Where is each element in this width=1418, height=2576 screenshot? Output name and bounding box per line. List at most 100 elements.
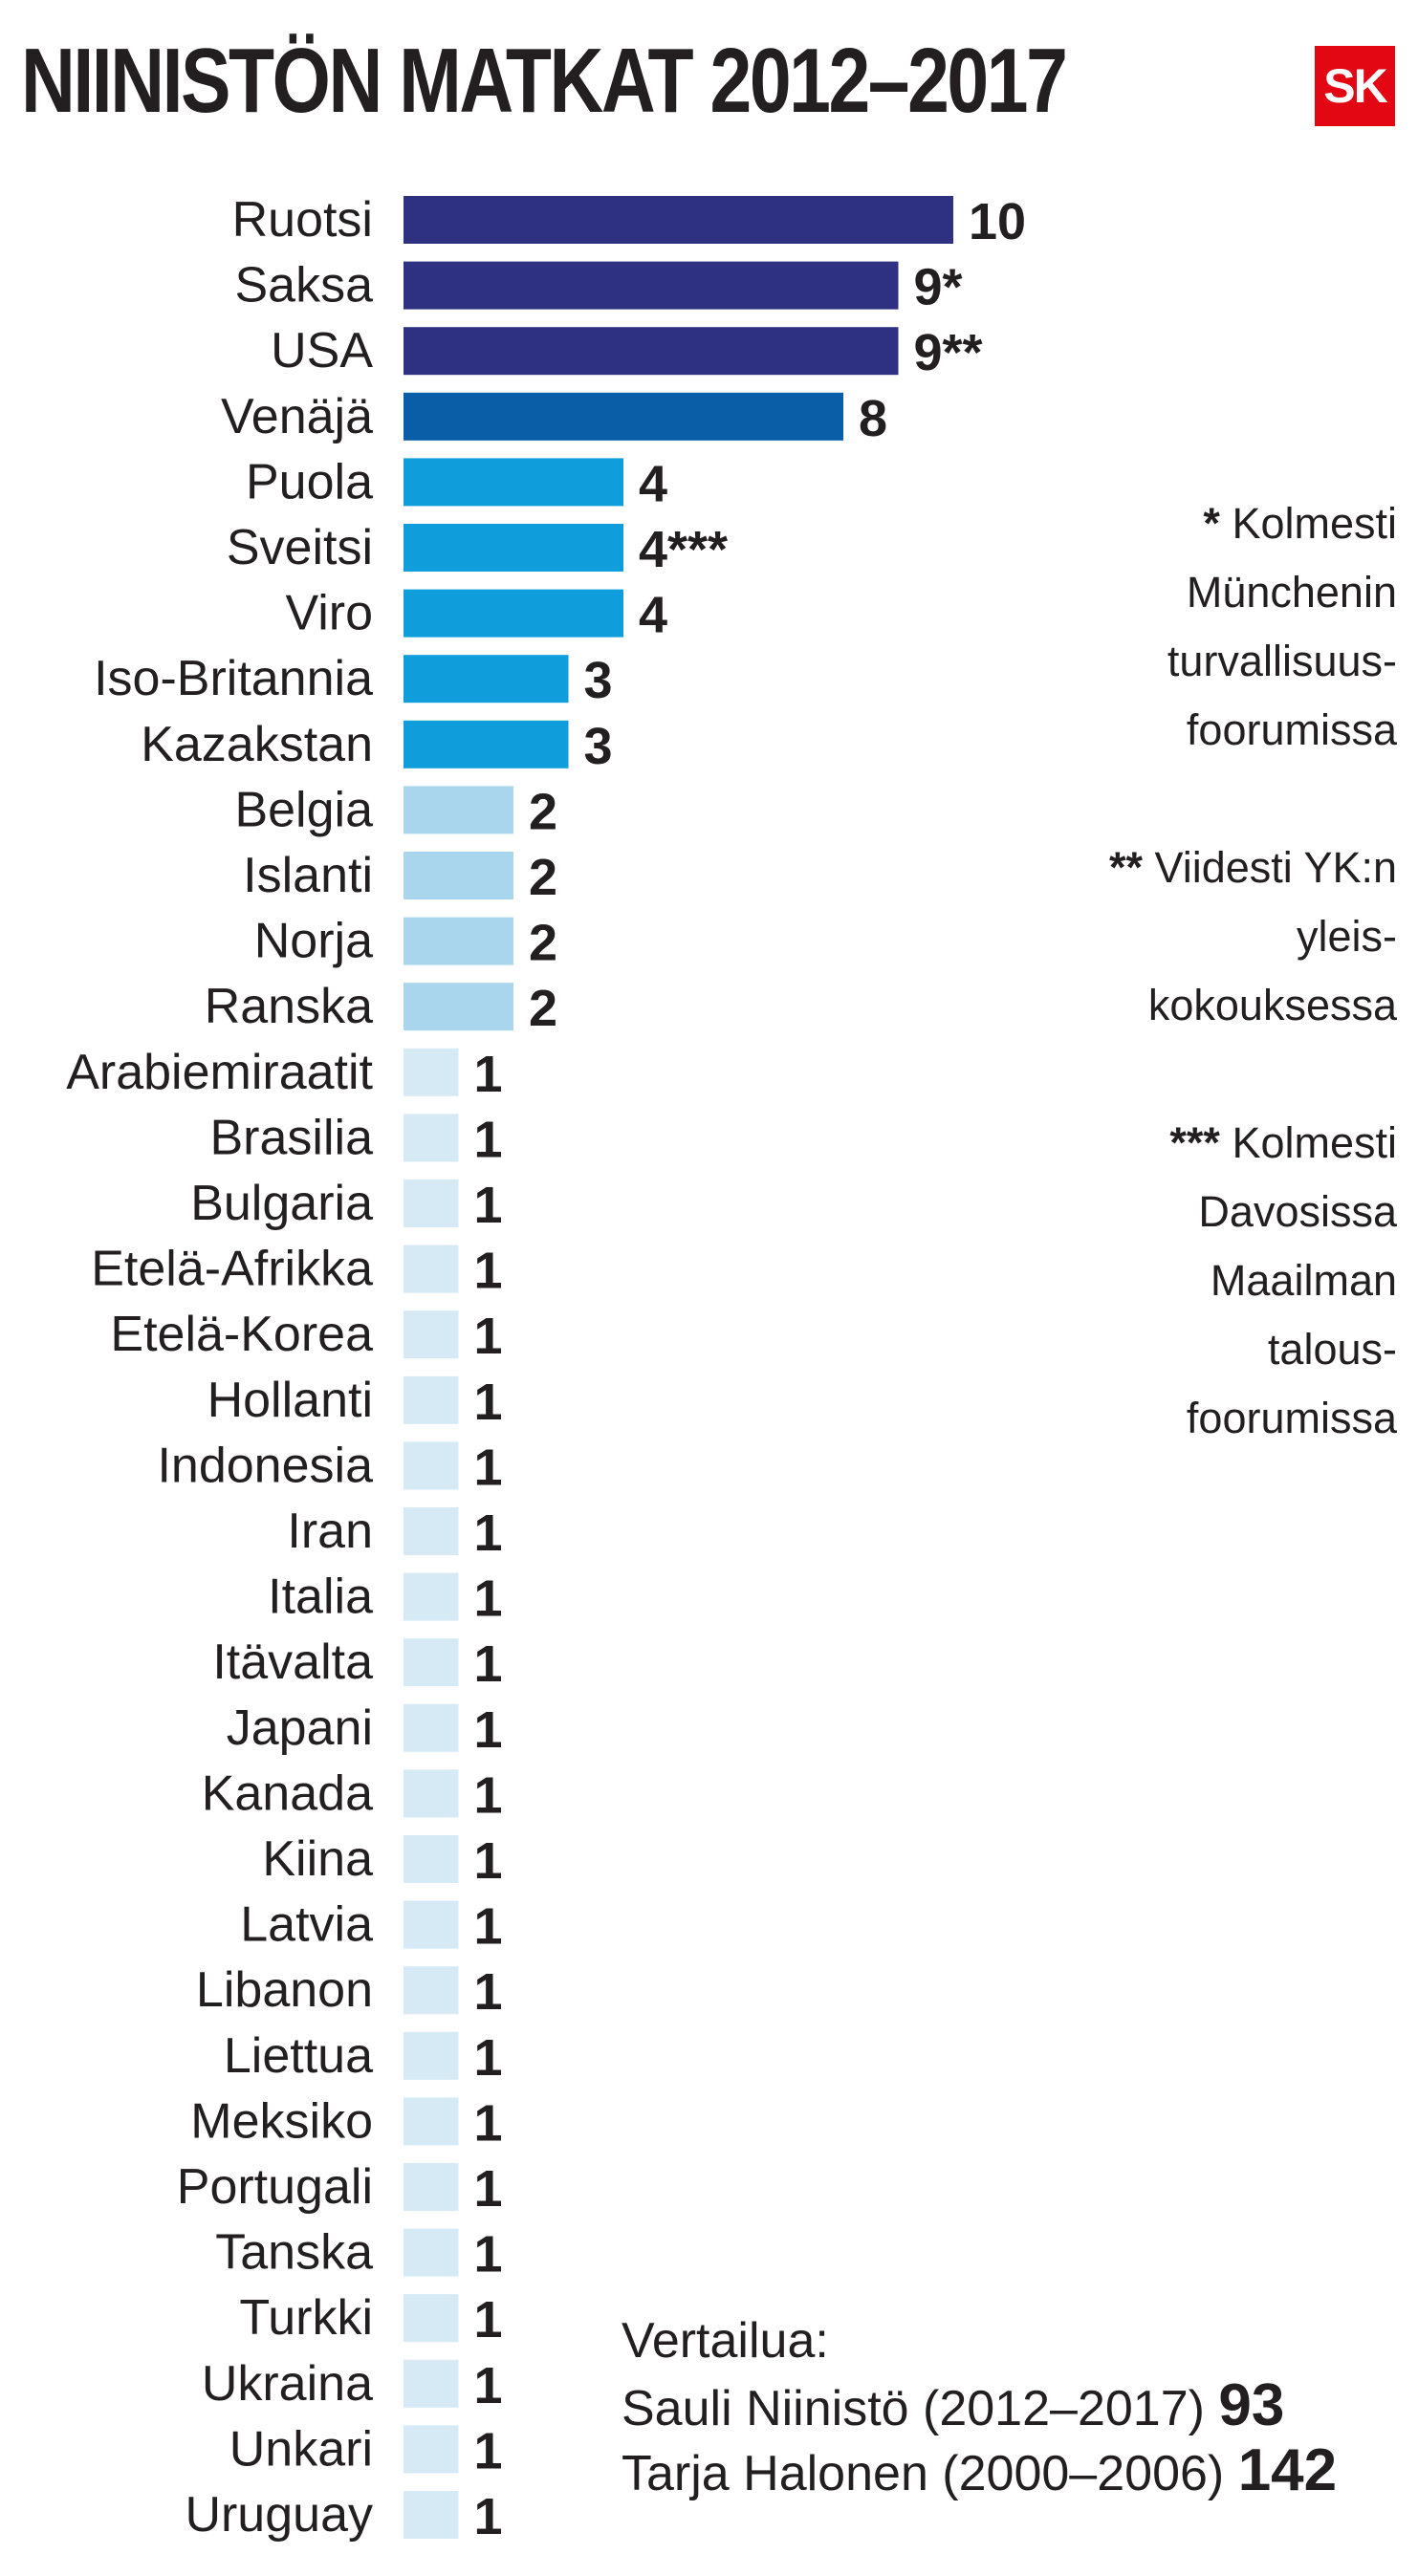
bar-ukraina — [404, 2359, 459, 2408]
chart-title: NIINISTÖN MATKAT 2012–2017 — [21, 30, 1068, 132]
bar-unkari — [404, 2425, 459, 2474]
bar-iran — [404, 1507, 459, 1555]
comparison-label-halonen: Tarja Halonen (2000–2006) — [622, 2446, 1225, 2501]
value-label-hollanti: 1 — [474, 1374, 503, 1431]
value-label-saksa: 9* — [914, 259, 963, 316]
comparison-label-niinisto: Sauli Niinistö (2012–2017) — [622, 2381, 1205, 2436]
category-label-tanska: Tanska — [215, 2225, 373, 2281]
value-label-itavalta: 1 — [474, 1635, 503, 1693]
category-label-bulgaria: Bulgaria — [190, 1176, 373, 1231]
category-label-japani: Japani — [227, 1700, 373, 1756]
category-label-kiina: Kiina — [262, 1831, 373, 1887]
comparison-value-niinisto: 93 — [1218, 2372, 1285, 2438]
value-label-tanska: 1 — [474, 2226, 503, 2284]
bar-portugali — [404, 2163, 459, 2211]
bar-italia — [404, 1572, 459, 1621]
bar-kazakstan — [404, 720, 569, 768]
bar-belgia — [404, 786, 513, 834]
bar-usa — [404, 327, 899, 376]
bar-etela-afrikka — [404, 1245, 459, 1293]
footnote-2-text: Viidesti YK:n yleis- kokouksessa — [1147, 843, 1397, 1029]
footnote-1-marker: * — [1203, 499, 1220, 548]
value-label-indonesia: 1 — [474, 1439, 503, 1496]
comparison-row-niinisto: Sauli Niinistö (2012–2017) 93 — [622, 2373, 1406, 2438]
bar-saksa — [404, 261, 899, 310]
category-label-hollanti: Hollanti — [207, 1373, 373, 1428]
category-label-libanon: Libanon — [196, 1962, 373, 2018]
category-label-usa: USA — [271, 323, 373, 379]
value-label-kazakstan: 3 — [584, 718, 613, 775]
value-label-iso-britannia: 3 — [584, 652, 613, 709]
bar-venaja — [404, 392, 843, 441]
bar-itavalta — [404, 1638, 459, 1687]
value-label-uruguay: 1 — [474, 2488, 503, 2545]
value-label-ranska: 2 — [529, 980, 557, 1037]
value-label-viro: 4 — [639, 587, 667, 644]
comparison-value-halonen: 142 — [1237, 2437, 1338, 2503]
category-label-brasilia: Brasilia — [210, 1110, 374, 1165]
category-label-ranska: Ranska — [205, 979, 373, 1034]
category-label-islanti: Islanti — [243, 848, 373, 903]
category-label-sveitsi: Sveitsi — [227, 520, 373, 575]
category-label-uruguay: Uruguay — [185, 2487, 373, 2543]
category-label-arabiemiraatit: Arabiemiraatit — [66, 1045, 373, 1100]
comparison-heading: Vertailua: — [622, 2313, 829, 2369]
bar-brasilia — [404, 1114, 459, 1162]
category-label-unkari: Unkari — [229, 2421, 373, 2477]
value-label-ukraina: 1 — [474, 2357, 503, 2414]
value-label-kiina: 1 — [474, 1832, 503, 1890]
category-label-saksa: Saksa — [234, 258, 373, 314]
category-label-kanada: Kanada — [202, 1765, 373, 1821]
value-label-etela-afrikka: 1 — [474, 1243, 503, 1300]
bar-arabiemiraatit — [404, 1048, 459, 1096]
value-label-ruotsi: 10 — [969, 193, 1026, 250]
bar-liettua — [404, 2031, 459, 2080]
category-label-liettua: Liettua — [224, 2028, 373, 2084]
value-label-turkki: 1 — [474, 2291, 503, 2349]
category-label-itavalta: Itävalta — [212, 1634, 373, 1690]
value-label-brasilia: 1 — [474, 1111, 503, 1168]
category-label-etela-afrikka: Etelä-Afrikka — [91, 1242, 373, 1297]
bar-hollanti — [404, 1375, 459, 1424]
category-label-meksiko: Meksiko — [190, 2093, 373, 2149]
bar-puola — [404, 458, 623, 507]
bar-libanon — [404, 1966, 459, 2015]
category-label-italia: Italia — [268, 1569, 373, 1625]
bar-ranska — [404, 983, 513, 1031]
bar-viro — [404, 589, 623, 638]
category-label-puola: Puola — [246, 454, 373, 509]
value-label-libanon: 1 — [474, 1963, 503, 2021]
value-label-kanada: 1 — [474, 1766, 503, 1824]
category-label-ukraina: Ukraina — [202, 2356, 373, 2412]
bar-japani — [404, 1703, 459, 1752]
footnotes: * Kolmesti Münchenin turvallisuus- fooru… — [1091, 489, 1397, 1522]
bar-norja — [404, 917, 513, 965]
bar-etela-korea — [404, 1310, 459, 1359]
comparison-box: Vertailua: Sauli Niinistö (2012–2017) 93… — [622, 2308, 1406, 2503]
value-label-meksiko: 1 — [474, 2094, 503, 2152]
value-label-islanti: 2 — [529, 849, 557, 906]
category-label-iso-britannia: Iso-Britannia — [94, 651, 373, 706]
value-label-latvia: 1 — [474, 1898, 503, 1956]
value-label-sveitsi: 4*** — [639, 521, 728, 578]
footnote-2-marker: ** — [1108, 843, 1143, 892]
footnote-1-text: Kolmesti Münchenin turvallisuus- foorumi… — [1167, 499, 1397, 754]
category-label-norja: Norja — [254, 914, 373, 969]
bar-kanada — [404, 1769, 459, 1818]
value-label-puola: 4 — [639, 455, 667, 512]
bar-latvia — [404, 1900, 459, 1949]
category-label-latvia: Latvia — [240, 1897, 373, 1953]
value-label-iran: 1 — [474, 1504, 503, 1562]
value-label-norja: 2 — [529, 915, 557, 972]
bar-indonesia — [404, 1441, 459, 1490]
bar-meksiko — [404, 2097, 459, 2146]
footnote-2: ** Viidesti YK:n yleis- kokouksessa — [1091, 833, 1397, 1040]
category-label-viro: Viro — [285, 586, 373, 641]
value-label-venaja: 8 — [859, 390, 887, 447]
bar-iso-britannia — [404, 655, 569, 704]
footnote-1: * Kolmesti Münchenin turvallisuus- fooru… — [1091, 489, 1397, 765]
bar-sveitsi — [404, 524, 623, 572]
value-label-usa: 9** — [914, 324, 983, 381]
bar-bulgaria — [404, 1180, 459, 1227]
bar-islanti — [404, 852, 513, 899]
